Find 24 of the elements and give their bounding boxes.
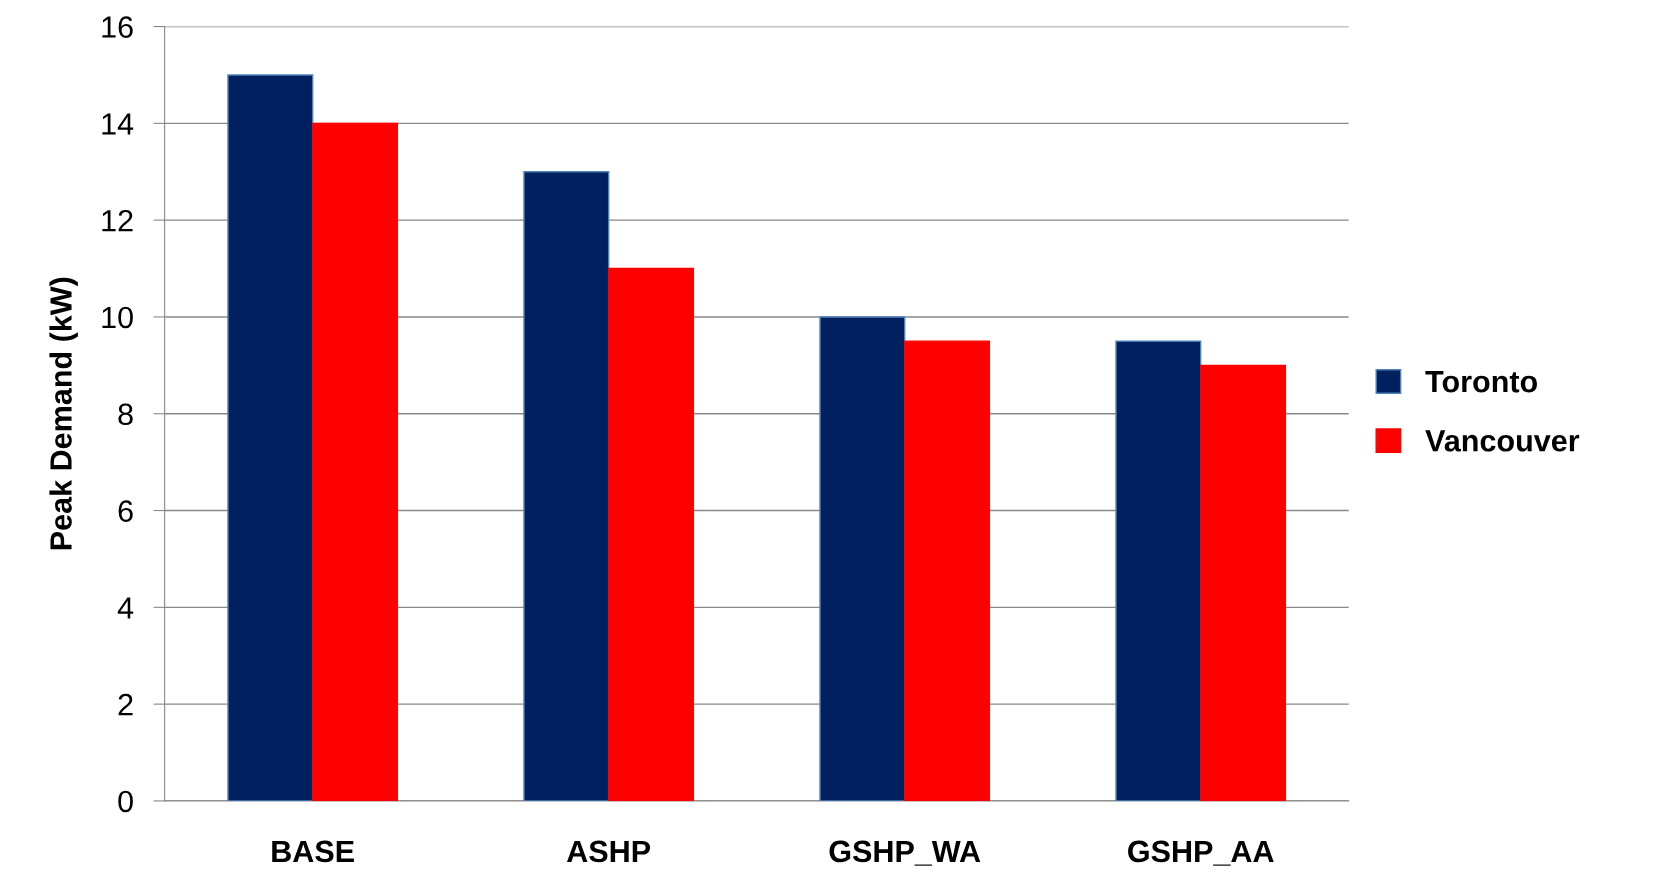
legend-label: Toronto bbox=[1425, 371, 1538, 393]
y-tick-label: 0 bbox=[118, 790, 133, 813]
y-tick-label: 12 bbox=[102, 209, 133, 232]
y-tick-label: 10 bbox=[102, 306, 133, 329]
x-tick-label: GSHP_AA bbox=[1128, 840, 1274, 866]
legend-label: Vancouver bbox=[1425, 430, 1580, 452]
bar bbox=[903, 340, 991, 801]
y-tick-label: 8 bbox=[118, 403, 133, 426]
y-tick-label: 14 bbox=[102, 113, 134, 135]
bar bbox=[523, 171, 610, 801]
bar bbox=[1115, 340, 1202, 801]
y-tick-label: 16 bbox=[102, 16, 133, 38]
x-tick-label: GSHP_WA bbox=[829, 840, 981, 866]
bar bbox=[819, 316, 906, 801]
y-tick-label: 4 bbox=[117, 597, 134, 619]
bar bbox=[227, 74, 314, 801]
y-tick-label: 2 bbox=[118, 693, 133, 716]
x-tick-label: BASE bbox=[272, 840, 354, 863]
bar bbox=[607, 267, 695, 801]
y-axis-title: Peak Demand (kW) bbox=[49, 277, 78, 550]
x-tick-label: ASHP bbox=[566, 840, 651, 863]
y-tick-label: 6 bbox=[118, 500, 133, 522]
bar bbox=[311, 122, 398, 801]
bar bbox=[1199, 364, 1287, 801]
